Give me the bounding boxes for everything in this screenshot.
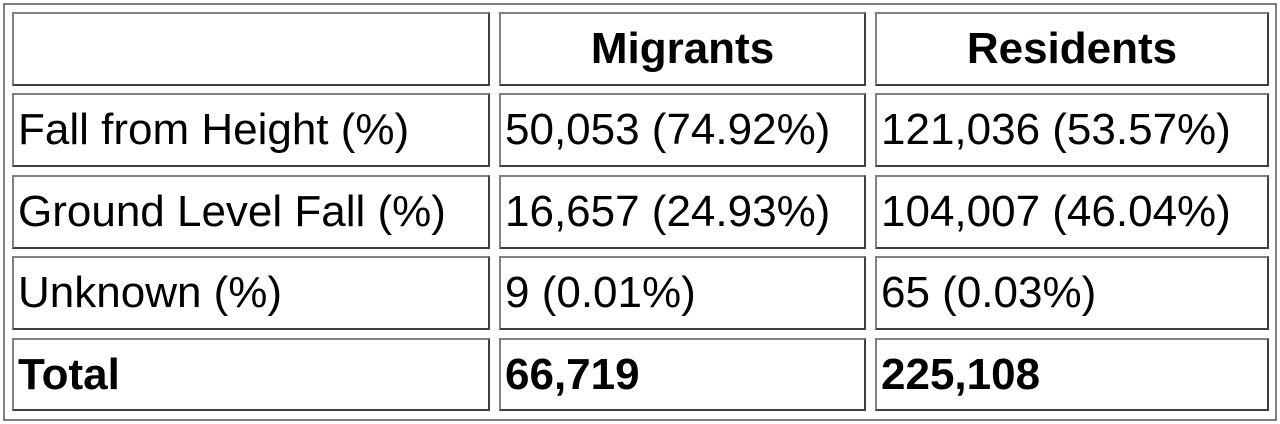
header-cell <box>12 12 490 86</box>
column-header: Migrants <box>499 12 866 86</box>
table-cell: 66,719 <box>499 338 866 411</box>
table-cell: 16,657 (24.93%) <box>499 175 866 249</box>
column-header: Residents <box>875 12 1269 86</box>
table-cell: 65 (0.03%) <box>875 256 1269 330</box>
row-label: Fall from Height (%) <box>12 93 490 167</box>
row-label: Unknown (%) <box>12 256 490 330</box>
table-cell: 50,053 (74.92%) <box>499 93 866 167</box>
table-cell: 121,036 (53.57%) <box>875 93 1269 167</box>
row-label: Total <box>12 338 490 411</box>
row-label: Ground Level Fall (%) <box>12 175 490 249</box>
table-frame <box>3 3 1277 421</box>
table-cell: 9 (0.01%) <box>499 256 866 330</box>
table-cell: 225,108 <box>875 338 1269 411</box>
table-cell: 104,007 (46.04%) <box>875 175 1269 249</box>
